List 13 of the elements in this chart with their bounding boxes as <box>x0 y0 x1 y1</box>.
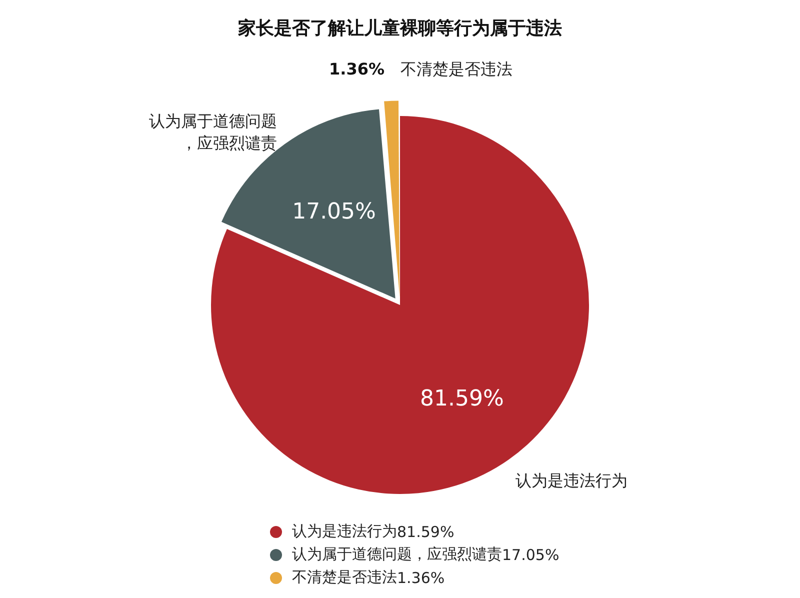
chart-title: 家长是否了解让儿童裸聊等行为属于违法 <box>237 17 563 41</box>
text: 1.36% <box>397 568 445 586</box>
legend-label: 认为是违法行为 <box>292 522 397 541</box>
slice-label: 不清楚是否违法 <box>400 59 513 78</box>
data-label: 1.36% <box>329 59 385 78</box>
data-label: 17.05% <box>292 199 376 224</box>
legend-label: 认为属于道德问题，应强烈谴责 <box>292 545 502 564</box>
text: 17.05% <box>502 546 560 564</box>
slice-label: 认为是违法行为 <box>515 470 628 490</box>
data-label: 81.59% <box>420 386 504 412</box>
text: 81.59% <box>397 522 454 540</box>
slice-label: 认为属于道德问题，应强烈谴责 <box>149 112 278 153</box>
legend-label: 不清楚是否违法 <box>292 568 397 587</box>
